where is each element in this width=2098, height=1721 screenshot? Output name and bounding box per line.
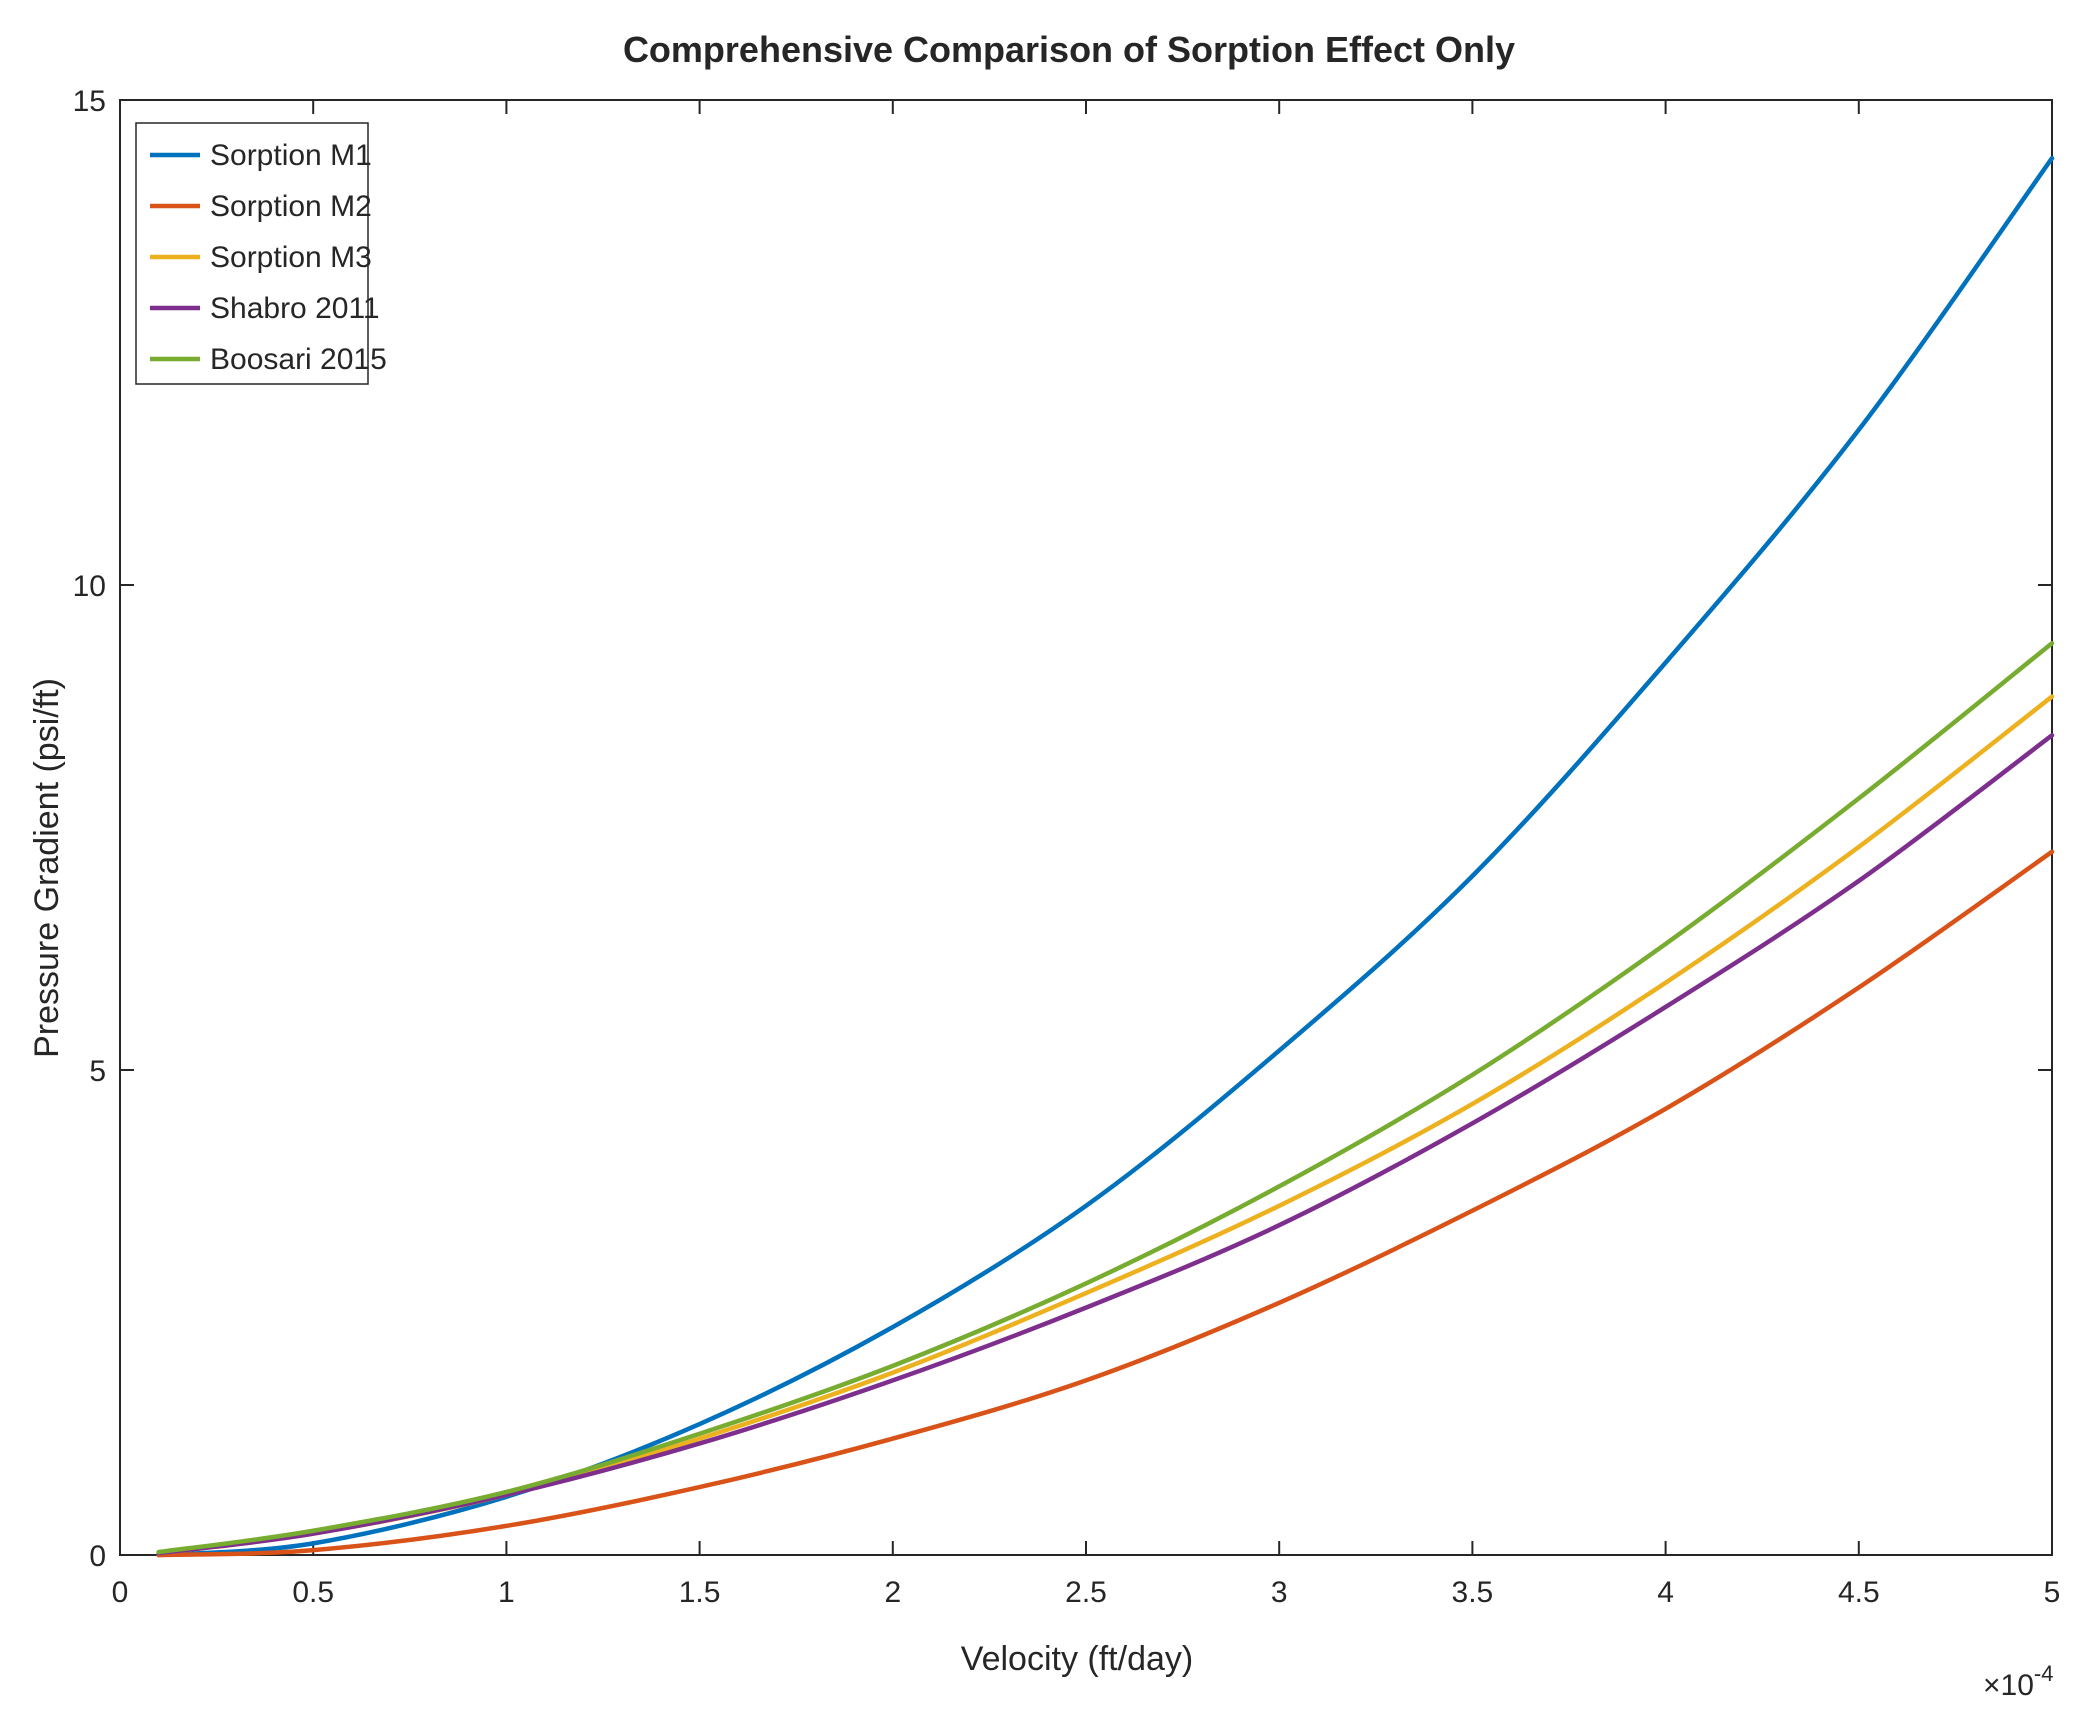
x-tick-label: 2: [884, 1576, 901, 1609]
x-tick-label: 2.5: [1065, 1576, 1107, 1609]
y-tick-label: 15: [73, 85, 106, 118]
x-tick-labels: 0 0.5 1 1.5 2 2.5 3 3.5 4 4.5 5: [112, 1576, 2061, 1609]
x-tick-label: 3.5: [1452, 1576, 1494, 1609]
series-line-boosari-2015: [156, 640, 2055, 1555]
x-exponent-label: ×10-4: [1983, 1661, 2053, 1702]
x-tick-label: 1: [498, 1576, 515, 1609]
y-tick-label: 0: [89, 1540, 106, 1573]
x-tick-label: 5: [2044, 1576, 2061, 1609]
x-exponent-power: -4: [2034, 1661, 2054, 1686]
x-axis-label: Velocity (ft/day): [961, 1640, 1193, 1678]
x-tick-label: 1.5: [679, 1576, 721, 1609]
plot-area: [119, 99, 2055, 1558]
series-line-sorption-m1: [156, 155, 2055, 1558]
x-tick-label: 4.5: [1838, 1576, 1880, 1609]
y-tick-label: 10: [73, 570, 106, 603]
x-tick-label: 3: [1271, 1576, 1288, 1609]
x-exponent-base: ×10: [1983, 1669, 2034, 1702]
series-lines: [156, 155, 2055, 1558]
legend-label-boosari-2015: Boosari 2015: [210, 343, 387, 376]
legend-label-sorption-m3: Sorption M3: [210, 241, 372, 274]
ticks: [119, 99, 2053, 1556]
series-line-sorption-m2: [156, 849, 2055, 1558]
legend-label-shabro-2011: Shabro 2011: [210, 292, 380, 325]
legend-label-sorption-m2: Sorption M2: [210, 190, 372, 223]
x-tick-label: 4: [1657, 1576, 1674, 1609]
axes-box: [119, 99, 2053, 1556]
series-line-shabro-2011: [156, 733, 2055, 1556]
y-tick-label: 5: [89, 1055, 106, 1088]
legend-box: [135, 122, 369, 385]
y-axis-label: Pressure Gradient (psi/ft): [28, 678, 66, 1058]
legend: Sorption M1 Sorption M2 Sorption M3 Shabro …: [135, 122, 387, 385]
chart-title: Comprehensive Comparison of Sorption Eff…: [623, 29, 1515, 70]
legend-label-sorption-m1: Sorption M1: [210, 139, 372, 172]
x-tick-label: 0.5: [292, 1576, 334, 1609]
x-tick-label: 0: [112, 1576, 129, 1609]
y-tick-labels: 0 5 10 15: [73, 85, 106, 1573]
